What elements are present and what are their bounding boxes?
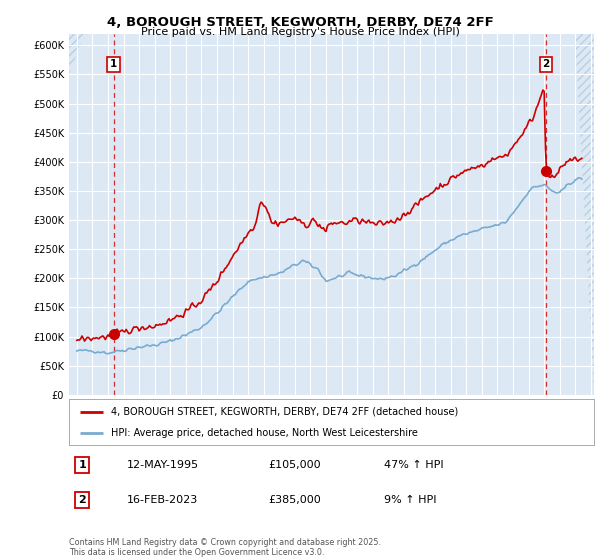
Text: HPI: Average price, detached house, North West Leicestershire: HPI: Average price, detached house, Nort… bbox=[111, 428, 418, 438]
Text: Price paid vs. HM Land Registry's House Price Index (HPI): Price paid vs. HM Land Registry's House … bbox=[140, 27, 460, 37]
Text: 9% ↑ HPI: 9% ↑ HPI bbox=[384, 495, 437, 505]
Text: 2: 2 bbox=[78, 495, 86, 505]
Text: 47% ↑ HPI: 47% ↑ HPI bbox=[384, 460, 443, 470]
Text: 16-FEB-2023: 16-FEB-2023 bbox=[127, 495, 198, 505]
Text: £385,000: £385,000 bbox=[269, 495, 321, 505]
Text: 12-MAY-1995: 12-MAY-1995 bbox=[127, 460, 199, 470]
Text: 2: 2 bbox=[542, 59, 550, 69]
Text: £105,000: £105,000 bbox=[269, 460, 321, 470]
Text: 1: 1 bbox=[110, 59, 117, 69]
Text: 4, BOROUGH STREET, KEGWORTH, DERBY, DE74 2FF: 4, BOROUGH STREET, KEGWORTH, DERBY, DE74… bbox=[107, 16, 493, 29]
Text: 4, BOROUGH STREET, KEGWORTH, DERBY, DE74 2FF (detached house): 4, BOROUGH STREET, KEGWORTH, DERBY, DE74… bbox=[111, 407, 458, 417]
Text: 1: 1 bbox=[78, 460, 86, 470]
Text: Contains HM Land Registry data © Crown copyright and database right 2025.
This d: Contains HM Land Registry data © Crown c… bbox=[69, 538, 381, 557]
